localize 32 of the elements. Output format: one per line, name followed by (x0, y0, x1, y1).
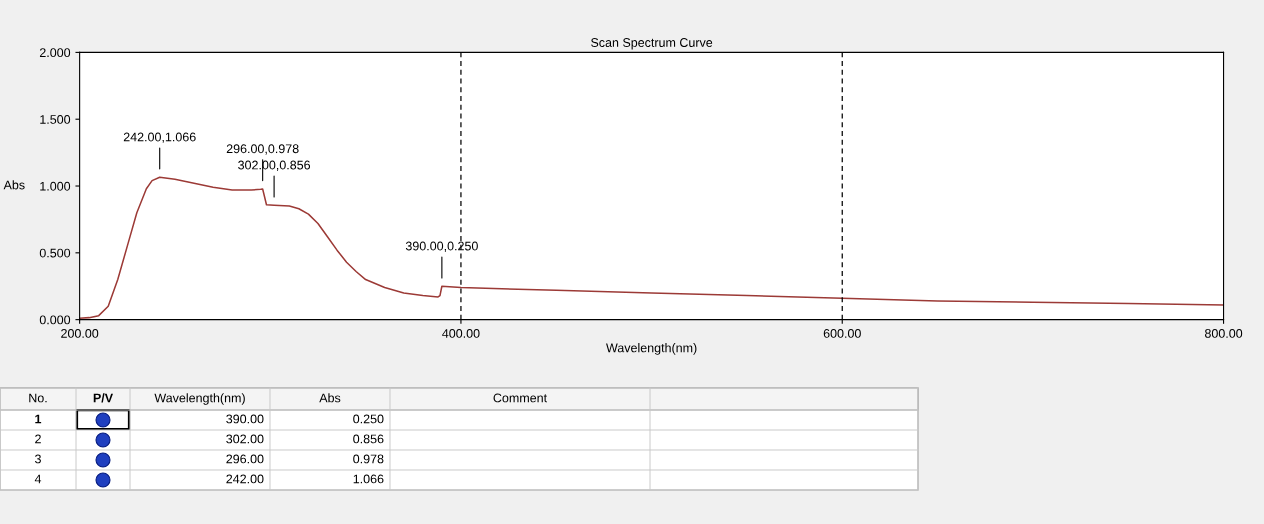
y-tick-label: 0.000 (39, 315, 71, 325)
x-tick-label: 400.00 (442, 329, 480, 338)
text: Comment (493, 393, 547, 403)
x-axis-title: Wavelength(nm) (606, 343, 697, 355)
x-tick-label: 200.00 (61, 329, 99, 338)
annotation: 296.00,0.978 (226, 144, 299, 155)
y-tick-label: 1.000 (40, 181, 71, 191)
text: 0.856 (353, 434, 384, 444)
y-axis-title: Abs (3, 180, 25, 190)
text: 1.066 (353, 474, 384, 484)
x-tick-label: 800.00 (1204, 329, 1243, 338)
text: 1 (35, 414, 42, 424)
text: 4 (34, 474, 42, 484)
text: 390.00 (226, 414, 264, 424)
annotation: 390.00,0.250 (405, 241, 478, 252)
text: 3 (35, 454, 41, 464)
text: Wavelength(nm) (154, 393, 245, 405)
text: No. (29, 393, 47, 403)
y-tick-label: 0.500 (39, 248, 71, 258)
y-tick-label: 2.000 (39, 48, 71, 58)
text: 0.978 (353, 454, 384, 464)
text: 242.00 (226, 474, 264, 484)
text: 0.250 (353, 414, 384, 424)
text: 296.00 (226, 454, 264, 464)
chart-title: Scan Spectrum Curve (591, 38, 713, 50)
text: 2 (35, 434, 41, 444)
annotation: 242.00,1.066 (123, 132, 196, 143)
text: 302.00 (226, 434, 264, 444)
y-tick-label: 1.500 (40, 115, 71, 124)
text: Abs (319, 393, 341, 403)
x-tick-label: 600.00 (823, 329, 861, 338)
text: P/V (93, 393, 113, 403)
